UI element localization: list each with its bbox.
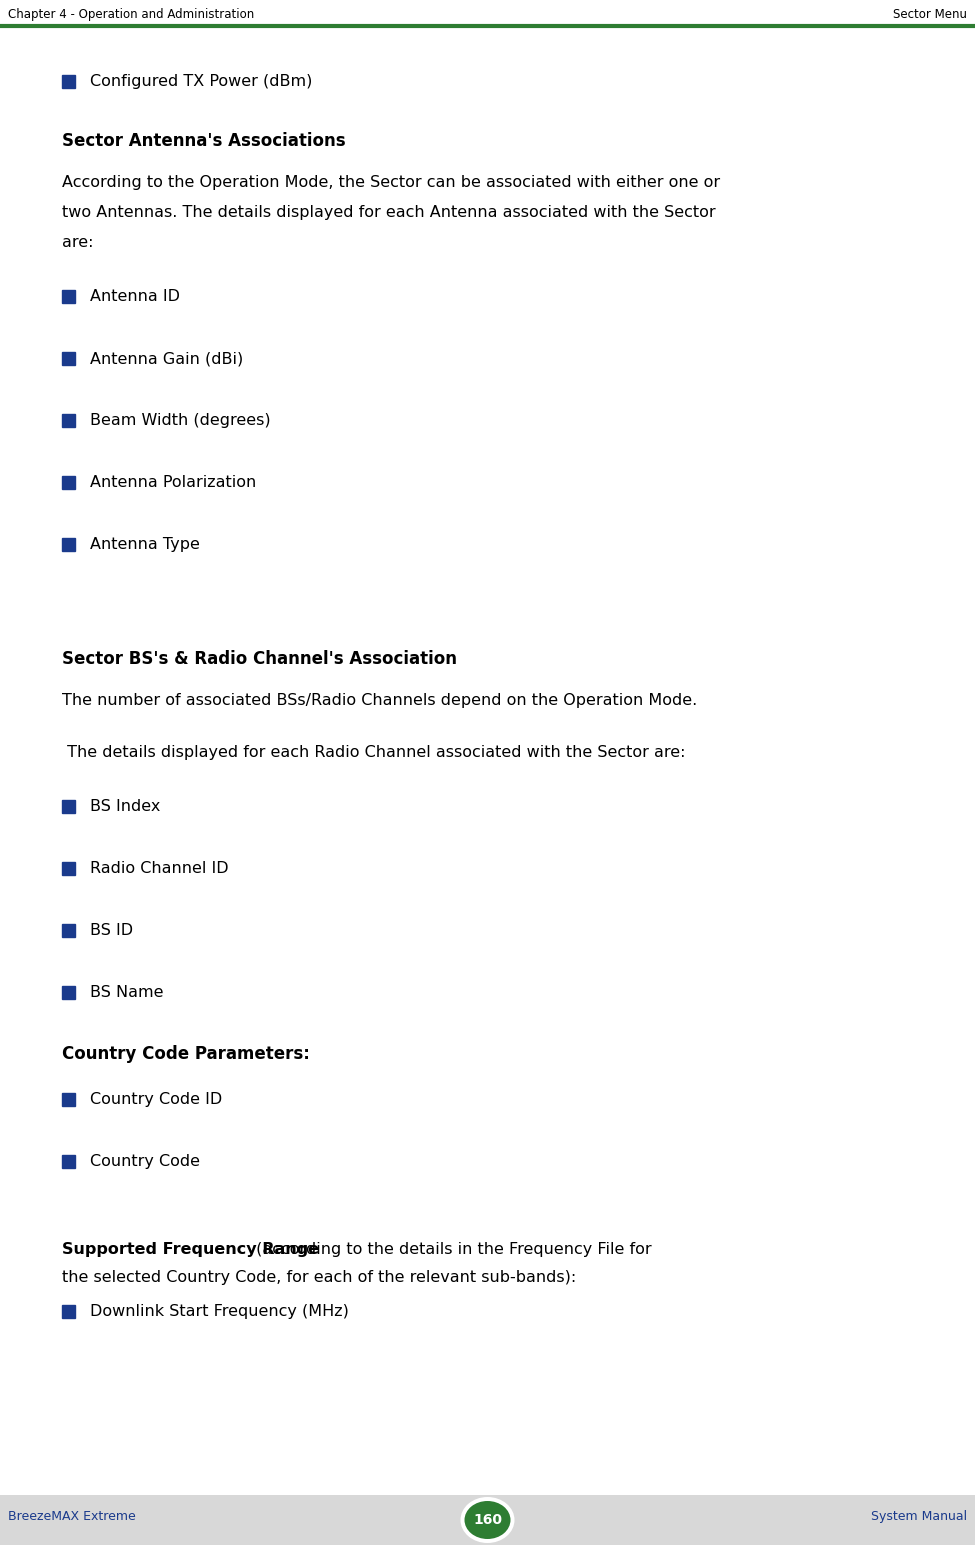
Text: System Manual: System Manual	[871, 1509, 967, 1523]
Bar	[62, 476, 75, 490]
Text: Radio Channel ID: Radio Channel ID	[90, 861, 228, 876]
Text: Antenna Polarization: Antenna Polarization	[90, 474, 256, 490]
Text: The number of associated BSs/Radio Channels depend on the Operation Mode.: The number of associated BSs/Radio Chann…	[62, 694, 697, 708]
Text: Configured TX Power (dBm): Configured TX Power (dBm)	[90, 74, 312, 90]
Bar	[62, 352, 75, 365]
Text: Country Code ID: Country Code ID	[90, 1092, 222, 1108]
Text: Sector BS's & Radio Channel's Association: Sector BS's & Radio Channel's Associatio…	[62, 650, 457, 667]
Text: BreezeMAX Extreme: BreezeMAX Extreme	[8, 1509, 136, 1523]
Bar	[62, 1092, 75, 1106]
Text: are:: are:	[62, 235, 94, 250]
Text: Beam Width (degrees): Beam Width (degrees)	[90, 413, 271, 428]
Text: 160: 160	[473, 1513, 502, 1526]
Bar	[62, 538, 75, 552]
Ellipse shape	[460, 1497, 515, 1543]
Text: Antenna Gain (dBi): Antenna Gain (dBi)	[90, 351, 243, 366]
Text: BS Index: BS Index	[90, 799, 160, 814]
Text: Supported Frequency Range: Supported Frequency Range	[62, 1242, 319, 1258]
Bar	[62, 76, 75, 88]
Bar	[62, 862, 75, 874]
Bar	[62, 986, 75, 1000]
Text: Sector Antenna's Associations: Sector Antenna's Associations	[62, 131, 345, 150]
Text: BS ID: BS ID	[90, 922, 134, 938]
Text: Downlink Start Frequency (MHz): Downlink Start Frequency (MHz)	[90, 1304, 349, 1319]
Text: Chapter 4 - Operation and Administration: Chapter 4 - Operation and Administration	[8, 8, 254, 22]
Bar	[62, 1156, 75, 1168]
Bar	[62, 924, 75, 936]
Bar	[62, 290, 75, 303]
Text: Antenna Type: Antenna Type	[90, 538, 200, 552]
Text: The details displayed for each Radio Channel associated with the Sector are:: The details displayed for each Radio Cha…	[62, 745, 685, 760]
Bar	[62, 414, 75, 426]
Text: BS Name: BS Name	[90, 986, 164, 1000]
Text: the selected Country Code, for each of the relevant sub-bands):: the selected Country Code, for each of t…	[62, 1270, 576, 1285]
Text: Antenna ID: Antenna ID	[90, 289, 180, 304]
Text: Sector Menu: Sector Menu	[893, 8, 967, 22]
Bar	[62, 1306, 75, 1318]
Text: Country Code Parameters:: Country Code Parameters:	[62, 1044, 310, 1063]
Text: (according to the details in the Frequency File for: (according to the details in the Frequen…	[251, 1242, 651, 1258]
Bar	[0, 1496, 975, 1545]
Ellipse shape	[464, 1502, 511, 1539]
Text: two Antennas. The details displayed for each Antenna associated with the Sector: two Antennas. The details displayed for …	[62, 205, 716, 219]
Text: According to the Operation Mode, the Sector can be associated with either one or: According to the Operation Mode, the Sec…	[62, 175, 721, 190]
Bar	[62, 800, 75, 813]
Text: Country Code: Country Code	[90, 1154, 200, 1170]
